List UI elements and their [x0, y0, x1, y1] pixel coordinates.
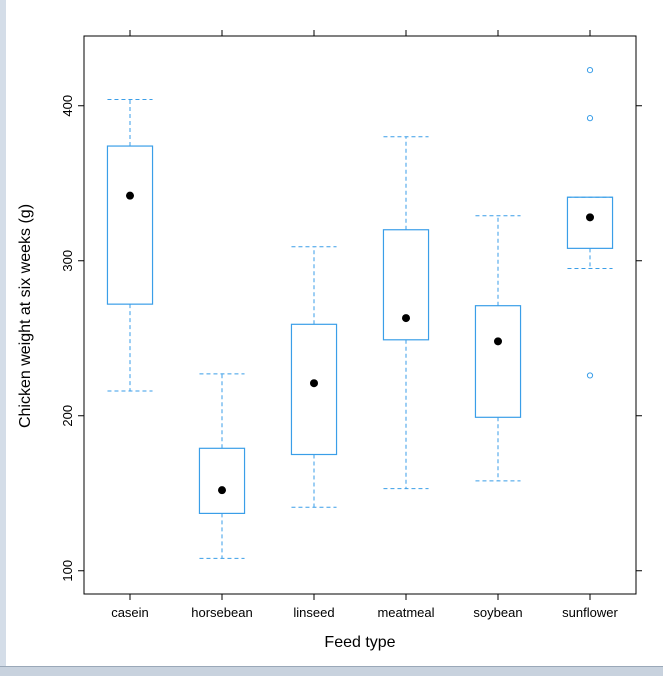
- x-tick-label-casein: casein: [111, 605, 149, 620]
- boxes-layer: [106, 67, 614, 559]
- median-dot-soybean: [494, 337, 502, 346]
- x-tick-label-sunflower: sunflower: [562, 605, 618, 620]
- box-casein: [106, 99, 154, 392]
- x-tick-label-horsebean: horsebean: [191, 605, 252, 620]
- outlier-sunflower-0: [586, 372, 594, 379]
- x-tick-label-meatmeal: meatmeal: [377, 605, 434, 620]
- median-dot-casein: [126, 191, 134, 200]
- x-axis: casein horsebean linseed meatmeal soybean sun…: [111, 30, 618, 620]
- y-axis-title: Chicken weight at six weeks (g): [17, 204, 34, 428]
- box-sunflower: [566, 67, 614, 379]
- box-meatmeal: [382, 136, 430, 490]
- median-dot-horsebean: [218, 486, 226, 495]
- y-axis: 100 200 300 400: [60, 95, 642, 582]
- x-tick-label-linseed: linseed: [293, 605, 334, 620]
- y-tick-label-300: 300: [60, 250, 75, 272]
- box-rect-soybean: [474, 305, 522, 418]
- median-dot-sunflower: [586, 213, 594, 222]
- box-rect-horsebean: [198, 447, 246, 514]
- x-axis-title: Feed type: [324, 634, 395, 651]
- y-tick-label-200: 200: [60, 405, 75, 427]
- box-linseed: [290, 246, 338, 508]
- outlier-sunflower-2: [586, 67, 594, 74]
- box-rect-meatmeal: [382, 229, 430, 341]
- window-left-border: [0, 0, 6, 675]
- box-rect-linseed: [290, 323, 338, 456]
- x-tick-label-soybean: soybean: [473, 605, 522, 620]
- outlier-sunflower-1: [586, 115, 594, 122]
- median-dot-meatmeal: [402, 314, 410, 323]
- box-rect-sunflower: [566, 196, 614, 249]
- window-bottom-border: [0, 666, 663, 676]
- box-soybean: [474, 215, 522, 482]
- y-tick-label-100: 100: [60, 560, 75, 582]
- y-tick-label-400: 400: [60, 95, 75, 117]
- plot-panel: [83, 35, 637, 595]
- median-dot-linseed: [310, 379, 318, 388]
- box-horsebean: [198, 373, 246, 559]
- box-rect-casein: [106, 145, 154, 305]
